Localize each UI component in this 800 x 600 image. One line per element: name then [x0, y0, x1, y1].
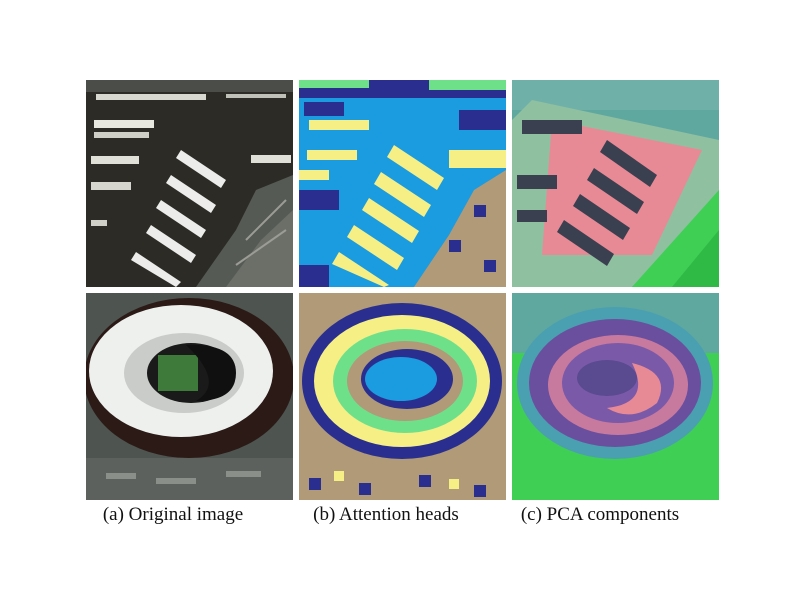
caption-attention-heads: (b) Attention heads: [313, 504, 459, 525]
marina-original-image: [86, 80, 293, 287]
marina-attention-map: [299, 80, 506, 287]
stadium-original-image: [86, 293, 293, 500]
stadium-pca-components: [512, 293, 719, 500]
stadium-pca-map: [512, 293, 719, 500]
stadium-attention-map: [299, 293, 506, 500]
marina-attention-heads: [299, 80, 506, 287]
caption-original-image: (a) Original image: [102, 504, 244, 525]
figure: (a) Original image (b) Attention heads (…: [86, 80, 719, 536]
stadium-attention-heads: [299, 293, 506, 500]
caption-pca-components: (c) PCA components: [520, 504, 680, 525]
marina-pca-map: [512, 80, 719, 287]
marina-pca-components: [512, 80, 719, 287]
marina-photo: [86, 80, 293, 287]
stadium-photo: [86, 293, 293, 500]
